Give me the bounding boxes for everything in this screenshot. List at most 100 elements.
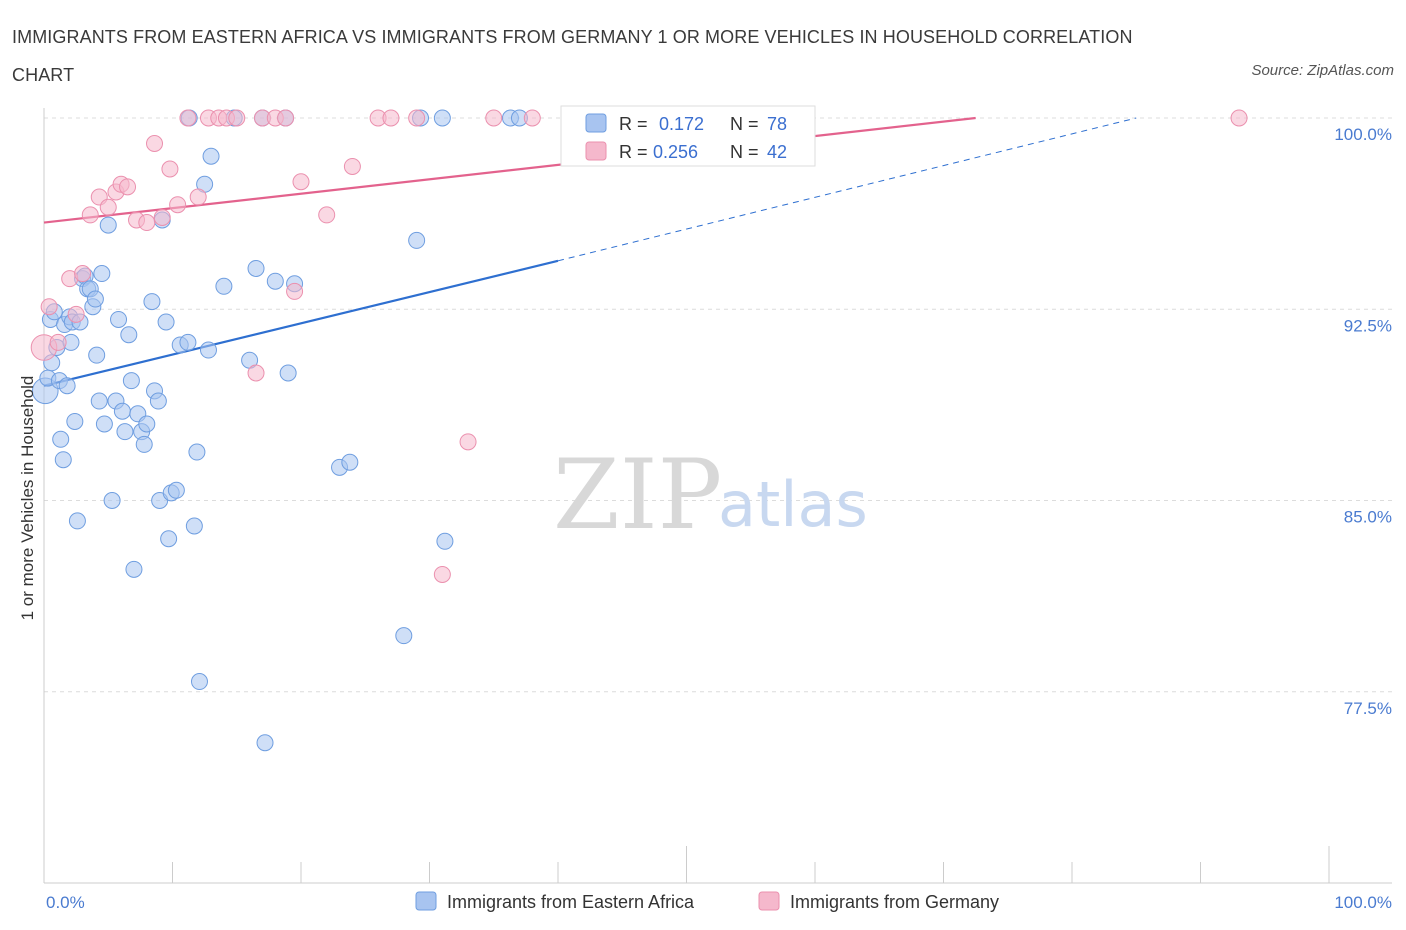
point-eastern-africa-46 — [160, 530, 178, 548]
stats-r-value-blue: 0.172 — [659, 114, 704, 134]
series-legend: Immigrants from Eastern Africa Immigrant… — [415, 891, 999, 912]
point-eastern-africa-22 — [86, 290, 104, 308]
point-eastern-africa-42 — [149, 392, 167, 410]
point-eastern-africa-33 — [120, 326, 138, 344]
gridlines — [44, 117, 1392, 693]
point-eastern-africa-58 — [215, 277, 233, 295]
y-tick-label-3: 77.5% — [1344, 699, 1392, 718]
point-germany-30 — [318, 206, 336, 224]
point-germany-38 — [523, 109, 541, 127]
x-tick-label-max: 100.0% — [1334, 893, 1392, 912]
point-eastern-africa-39 — [138, 415, 156, 433]
point-eastern-africa-71 — [408, 231, 426, 249]
point-eastern-africa-56 — [202, 147, 220, 165]
point-germany-28 — [286, 282, 304, 300]
point-germany-24 — [247, 364, 265, 382]
point-eastern-africa-69 — [341, 453, 359, 471]
y-tick-labels: 100.0% 92.5% 85.0% 77.5% — [1334, 125, 1392, 718]
point-eastern-africa-55 — [199, 341, 217, 359]
point-germany-29 — [292, 173, 310, 191]
point-eastern-africa-8 — [54, 451, 72, 469]
y-tick-label-1: 92.5% — [1344, 316, 1392, 335]
point-eastern-africa-27 — [99, 216, 117, 234]
scatter-points — [30, 109, 1248, 752]
watermark-atlas: atlas — [718, 468, 868, 541]
point-eastern-africa-74 — [436, 532, 454, 550]
point-eastern-africa-25 — [93, 265, 111, 283]
point-germany-37 — [485, 109, 503, 127]
point-eastern-africa-62 — [266, 272, 284, 290]
legend-label-germany: Immigrants from Germany — [790, 892, 999, 912]
point-germany-6 — [81, 206, 99, 224]
point-germany-13 — [138, 214, 156, 232]
point-eastern-africa-40 — [143, 293, 161, 311]
point-germany-1 — [40, 298, 58, 316]
x-tick-label-min: 0.0% — [46, 893, 85, 912]
stats-swatch-pink — [585, 141, 607, 161]
point-germany-27 — [277, 109, 295, 127]
point-germany-8 — [99, 198, 117, 216]
point-germany-17 — [169, 196, 187, 214]
point-germany-5 — [74, 265, 92, 283]
stats-n-label-pink: N = — [730, 142, 759, 162]
point-germany-2 — [49, 333, 67, 351]
point-eastern-africa-10 — [58, 377, 76, 395]
watermark-zip: ZIP — [553, 439, 722, 551]
watermark: ZIP atlas — [553, 439, 868, 551]
point-germany-36 — [459, 433, 477, 451]
point-eastern-africa-45 — [157, 313, 175, 331]
point-eastern-africa-15 — [68, 512, 86, 530]
point-eastern-africa-38 — [135, 435, 153, 453]
point-germany-14 — [146, 135, 164, 152]
stats-n-label-blue: N = — [730, 114, 759, 134]
point-eastern-africa-35 — [125, 560, 143, 578]
x-tick-labels: 0.0% 100.0% — [46, 893, 1392, 912]
stats-r-label-pink: R = — [619, 142, 648, 162]
stats-swatch-blue — [585, 113, 607, 133]
y-tick-label-2: 85.0% — [1344, 508, 1392, 527]
point-eastern-africa-61 — [247, 259, 265, 277]
stats-legend: R = 0.172 N = 78 R = 0.256 N = 42 — [560, 105, 816, 167]
point-germany-35 — [433, 565, 451, 583]
legend-label-eastern-africa: Immigrants from Eastern Africa — [447, 892, 695, 912]
point-eastern-africa-30 — [110, 310, 128, 328]
point-germany-18 — [179, 109, 197, 127]
point-eastern-africa-28 — [103, 492, 121, 509]
point-eastern-africa-23 — [88, 346, 106, 364]
point-eastern-africa-32 — [116, 423, 134, 441]
point-germany-23 — [228, 109, 246, 127]
stats-n-value-pink: 42 — [767, 142, 787, 162]
y-axis-title: 1 or more Vehicles in Household — [18, 376, 37, 621]
point-eastern-africa-51 — [185, 517, 203, 535]
axes — [43, 108, 1392, 884]
trend-line-eastern-africa — [43, 259, 559, 387]
point-eastern-africa-67 — [256, 734, 274, 752]
point-germany-4 — [67, 305, 85, 323]
source-credit: Source: ZipAtlas.com — [1251, 62, 1394, 79]
point-eastern-africa-7 — [52, 430, 70, 448]
legend-swatch-eastern-africa — [415, 891, 437, 911]
point-eastern-africa-24 — [90, 392, 108, 410]
point-eastern-africa-70 — [395, 627, 413, 645]
legend-swatch-germany — [758, 891, 780, 911]
point-eastern-africa-53 — [190, 673, 208, 691]
point-eastern-africa-34 — [122, 372, 140, 390]
stats-r-label-blue: R = — [619, 114, 648, 134]
point-eastern-africa-52 — [188, 443, 206, 461]
point-germany-33 — [382, 109, 400, 127]
point-germany-31 — [343, 157, 361, 175]
point-eastern-africa-48 — [167, 481, 185, 499]
point-eastern-africa-73 — [433, 109, 451, 127]
point-eastern-africa-65 — [279, 364, 297, 382]
point-germany-11 — [119, 178, 137, 196]
point-germany-34 — [408, 109, 426, 127]
point-germany-15 — [153, 208, 171, 226]
stats-r-value-pink: 0.256 — [653, 142, 698, 162]
point-eastern-africa-50 — [179, 333, 197, 351]
point-germany-16 — [161, 160, 179, 178]
point-eastern-africa-26 — [95, 415, 113, 433]
point-eastern-africa-14 — [66, 412, 84, 430]
y-tick-label-0: 100.0% — [1334, 125, 1392, 144]
stats-n-value-blue: 78 — [767, 114, 787, 134]
point-germany-19 — [189, 188, 207, 206]
